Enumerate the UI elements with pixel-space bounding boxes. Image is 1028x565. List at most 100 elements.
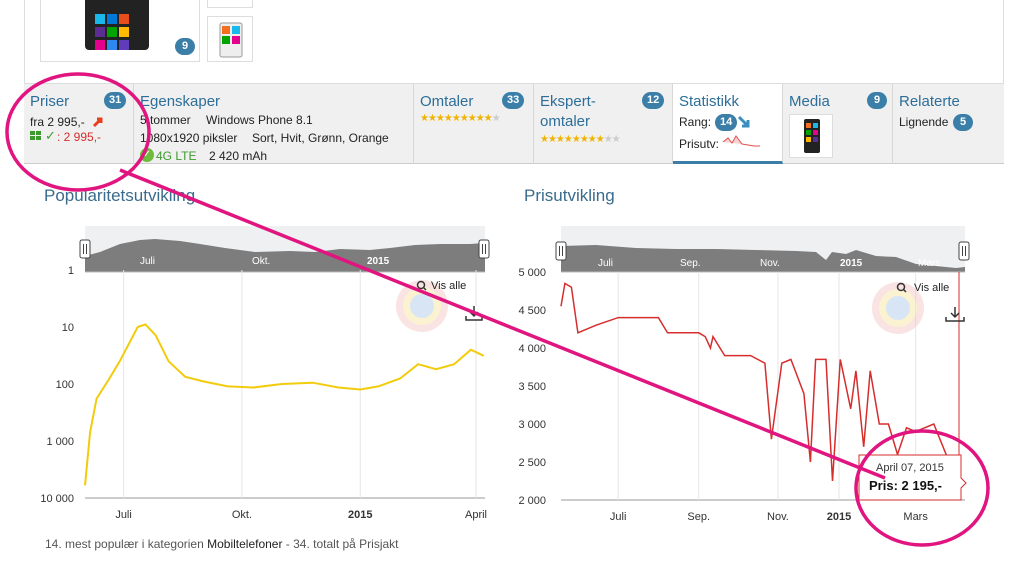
popularity-footer-note: 14. mest populær i kategorien Mobiltelef… — [45, 537, 399, 551]
expert-rating-stars: ★★★★★★★★★★ — [540, 134, 621, 145]
navigator-handle-right[interactable] — [958, 241, 970, 261]
popularity-series-line — [84, 323, 485, 486]
tab-ekspert[interactable]: Ekspert- omtaler 12 ★★★★★★★★★★ — [534, 84, 673, 164]
y-tick-label: 4 000 — [518, 343, 546, 355]
tab-relaterte-title[interactable]: Relaterte — [899, 93, 960, 110]
tab-ekspert-title-2[interactable]: omtaler — [540, 113, 591, 130]
tab-ekspert-title-1[interactable]: Ekspert- — [540, 93, 596, 110]
x-tick-label: Juli — [610, 511, 627, 523]
tab-media[interactable]: Media 9 — [783, 84, 893, 164]
navigator-handle-left[interactable] — [555, 241, 567, 261]
y-tick-label: 2 500 — [518, 457, 546, 469]
y-tick-label: 10 000 — [40, 493, 74, 505]
app-tile-icon — [119, 27, 129, 37]
vis-alle-label[interactable]: Vis alle — [431, 280, 466, 292]
y-tick-label: 1 — [68, 265, 74, 277]
app-tile-icon — [119, 40, 129, 50]
product-thumbnail[interactable] — [207, 16, 253, 62]
product-main-image[interactable]: 9 — [40, 0, 200, 62]
x-tick-label: 2015 — [827, 511, 851, 523]
rank-down-arrow-icon — [737, 115, 750, 128]
tab-priser-title[interactable]: Priser — [30, 93, 70, 110]
rank-label: Rang: — [679, 115, 712, 129]
spec-colors: Sort, Hvit, Grønn, Orange — [252, 131, 389, 145]
thumbnail-top[interactable] — [207, 0, 253, 8]
lte-check-icon: ✓ — [140, 148, 154, 162]
spec-resolution: 1080x1920 piksler — [140, 131, 238, 145]
cloud-tile-icon — [107, 14, 117, 24]
download-icon[interactable] — [464, 306, 484, 321]
x-tick-label: Nov. — [767, 511, 789, 523]
tab-egenskaper-title[interactable]: Egenskaper — [140, 93, 221, 110]
tab-media-title[interactable]: Media — [789, 93, 830, 110]
similar-label: Lignende — [899, 115, 949, 129]
category-link[interactable]: Mobiltelefoner — [207, 537, 283, 551]
popularity-y-ticks: 1 10 100 1 000 10 000 — [40, 265, 74, 505]
popularity-chart[interactable]: Juli Okt. 2015 1 10 100 1 000 10 000 Juli Okt… — [40, 226, 500, 526]
tab-relaterte[interactable]: Relaterte Lignende 5 — [893, 84, 1004, 164]
y-tick-label: 3 000 — [518, 419, 546, 431]
spec-screen: 5 tommer — [140, 113, 191, 127]
price-trend-label: Prisutv: — [679, 137, 720, 151]
price-y-ticks: 5 000 4 500 4 000 3 500 3 000 2 500 2 000 — [518, 267, 546, 507]
x-tick-label: Mars — [903, 511, 928, 523]
phone-media-icon — [804, 119, 820, 153]
y-tick-label: 10 — [62, 322, 74, 334]
footer-rank-text: 14. mest populær i kategorien — [45, 537, 208, 551]
product-tabbar: Priser 31 fra 2 995,- ✓ : 2 995,- Egensk… — [24, 84, 1004, 164]
tab-egenskaper[interactable]: Egenskaper 5 tommer Windows Phone 8.1 10… — [134, 84, 414, 164]
app-tile-icon — [119, 14, 129, 24]
tab-statistikk[interactable]: Statistikk Rang: 14 Prisutv: — [673, 84, 783, 164]
app-tile-icon — [107, 40, 117, 50]
footer-total-text: - 34. totalt på Prisjakt — [282, 537, 399, 551]
tab-priser-badge: 31 — [104, 92, 127, 109]
nav-label: Okt. — [252, 256, 270, 267]
image-count-badge: 9 — [175, 38, 195, 55]
price-x-ticks: Juli Sep. Nov. 2015 Mars — [610, 511, 928, 523]
rank-badge: 14 — [715, 114, 738, 131]
price-drop-arrow-icon — [92, 117, 103, 128]
user-rating-stars: ★★★★★★★★★★ — [420, 113, 501, 124]
price-sparkline — [722, 135, 760, 147]
nav-label: Nov. — [760, 258, 780, 269]
tab-ekspert-badge: 12 — [642, 92, 665, 109]
check-icon: ✓ — [45, 128, 56, 143]
tab-omtaler[interactable]: Omtaler 33 ★★★★★★★★★★ — [414, 84, 534, 164]
media-thumbnail[interactable] — [789, 114, 833, 158]
x-tick-label: Okt. — [232, 509, 252, 521]
spec-os: Windows Phone 8.1 — [206, 113, 313, 127]
navigator-handle-right[interactable] — [478, 239, 490, 259]
from-price: fra 2 995,- — [30, 115, 85, 129]
price-tooltip: April 07, 2015 Pris: 2 195,- — [858, 454, 967, 501]
similar-badge: 5 — [953, 114, 973, 131]
tab-media-badge: 9 — [867, 92, 887, 109]
y-tick-label: 1 000 — [46, 436, 74, 448]
nav-label: Juli — [140, 256, 155, 267]
y-tick-label: 4 500 — [518, 305, 546, 317]
spec-network: 4G LTE — [156, 149, 197, 163]
spec-battery: 2 420 mAh — [209, 149, 268, 163]
price-chart-title: Prisutvikling — [524, 186, 615, 205]
tab-priser[interactable]: Priser 31 fra 2 995,- ✓ : 2 995,- — [24, 84, 134, 164]
x-tick-label: 2015 — [348, 509, 372, 521]
navigator-handle-left[interactable] — [79, 239, 91, 259]
app-tile-icon — [95, 27, 105, 37]
tab-omtaler-title[interactable]: Omtaler — [420, 93, 474, 110]
nav-label: 2015 — [367, 256, 390, 267]
vis-alle-label[interactable]: Vis alle — [914, 282, 949, 294]
tab-statistikk-title[interactable]: Statistikk — [679, 93, 740, 110]
phone-thumbnail-icon — [219, 22, 243, 58]
y-tick-label: 2 000 — [518, 495, 546, 507]
download-icon[interactable] — [945, 307, 965, 322]
stock-icon — [30, 131, 41, 140]
x-tick-label: Sep. — [687, 511, 710, 523]
price-chart[interactable]: Juli Sep. Nov. 2015 Mars 5 000 4 500 4 000… — [516, 226, 1000, 526]
y-tick-label: 3 500 — [518, 381, 546, 393]
x-tick-label: Juli — [115, 509, 132, 521]
tab-omtaler-badge: 33 — [502, 92, 525, 109]
stock-price: : 2 995,- — [57, 130, 102, 144]
vis-alle-button[interactable]: Vis alle — [896, 282, 950, 294]
nav-label: Sep. — [680, 258, 701, 269]
tooltip-price: Pris: 2 195,- — [869, 478, 942, 493]
